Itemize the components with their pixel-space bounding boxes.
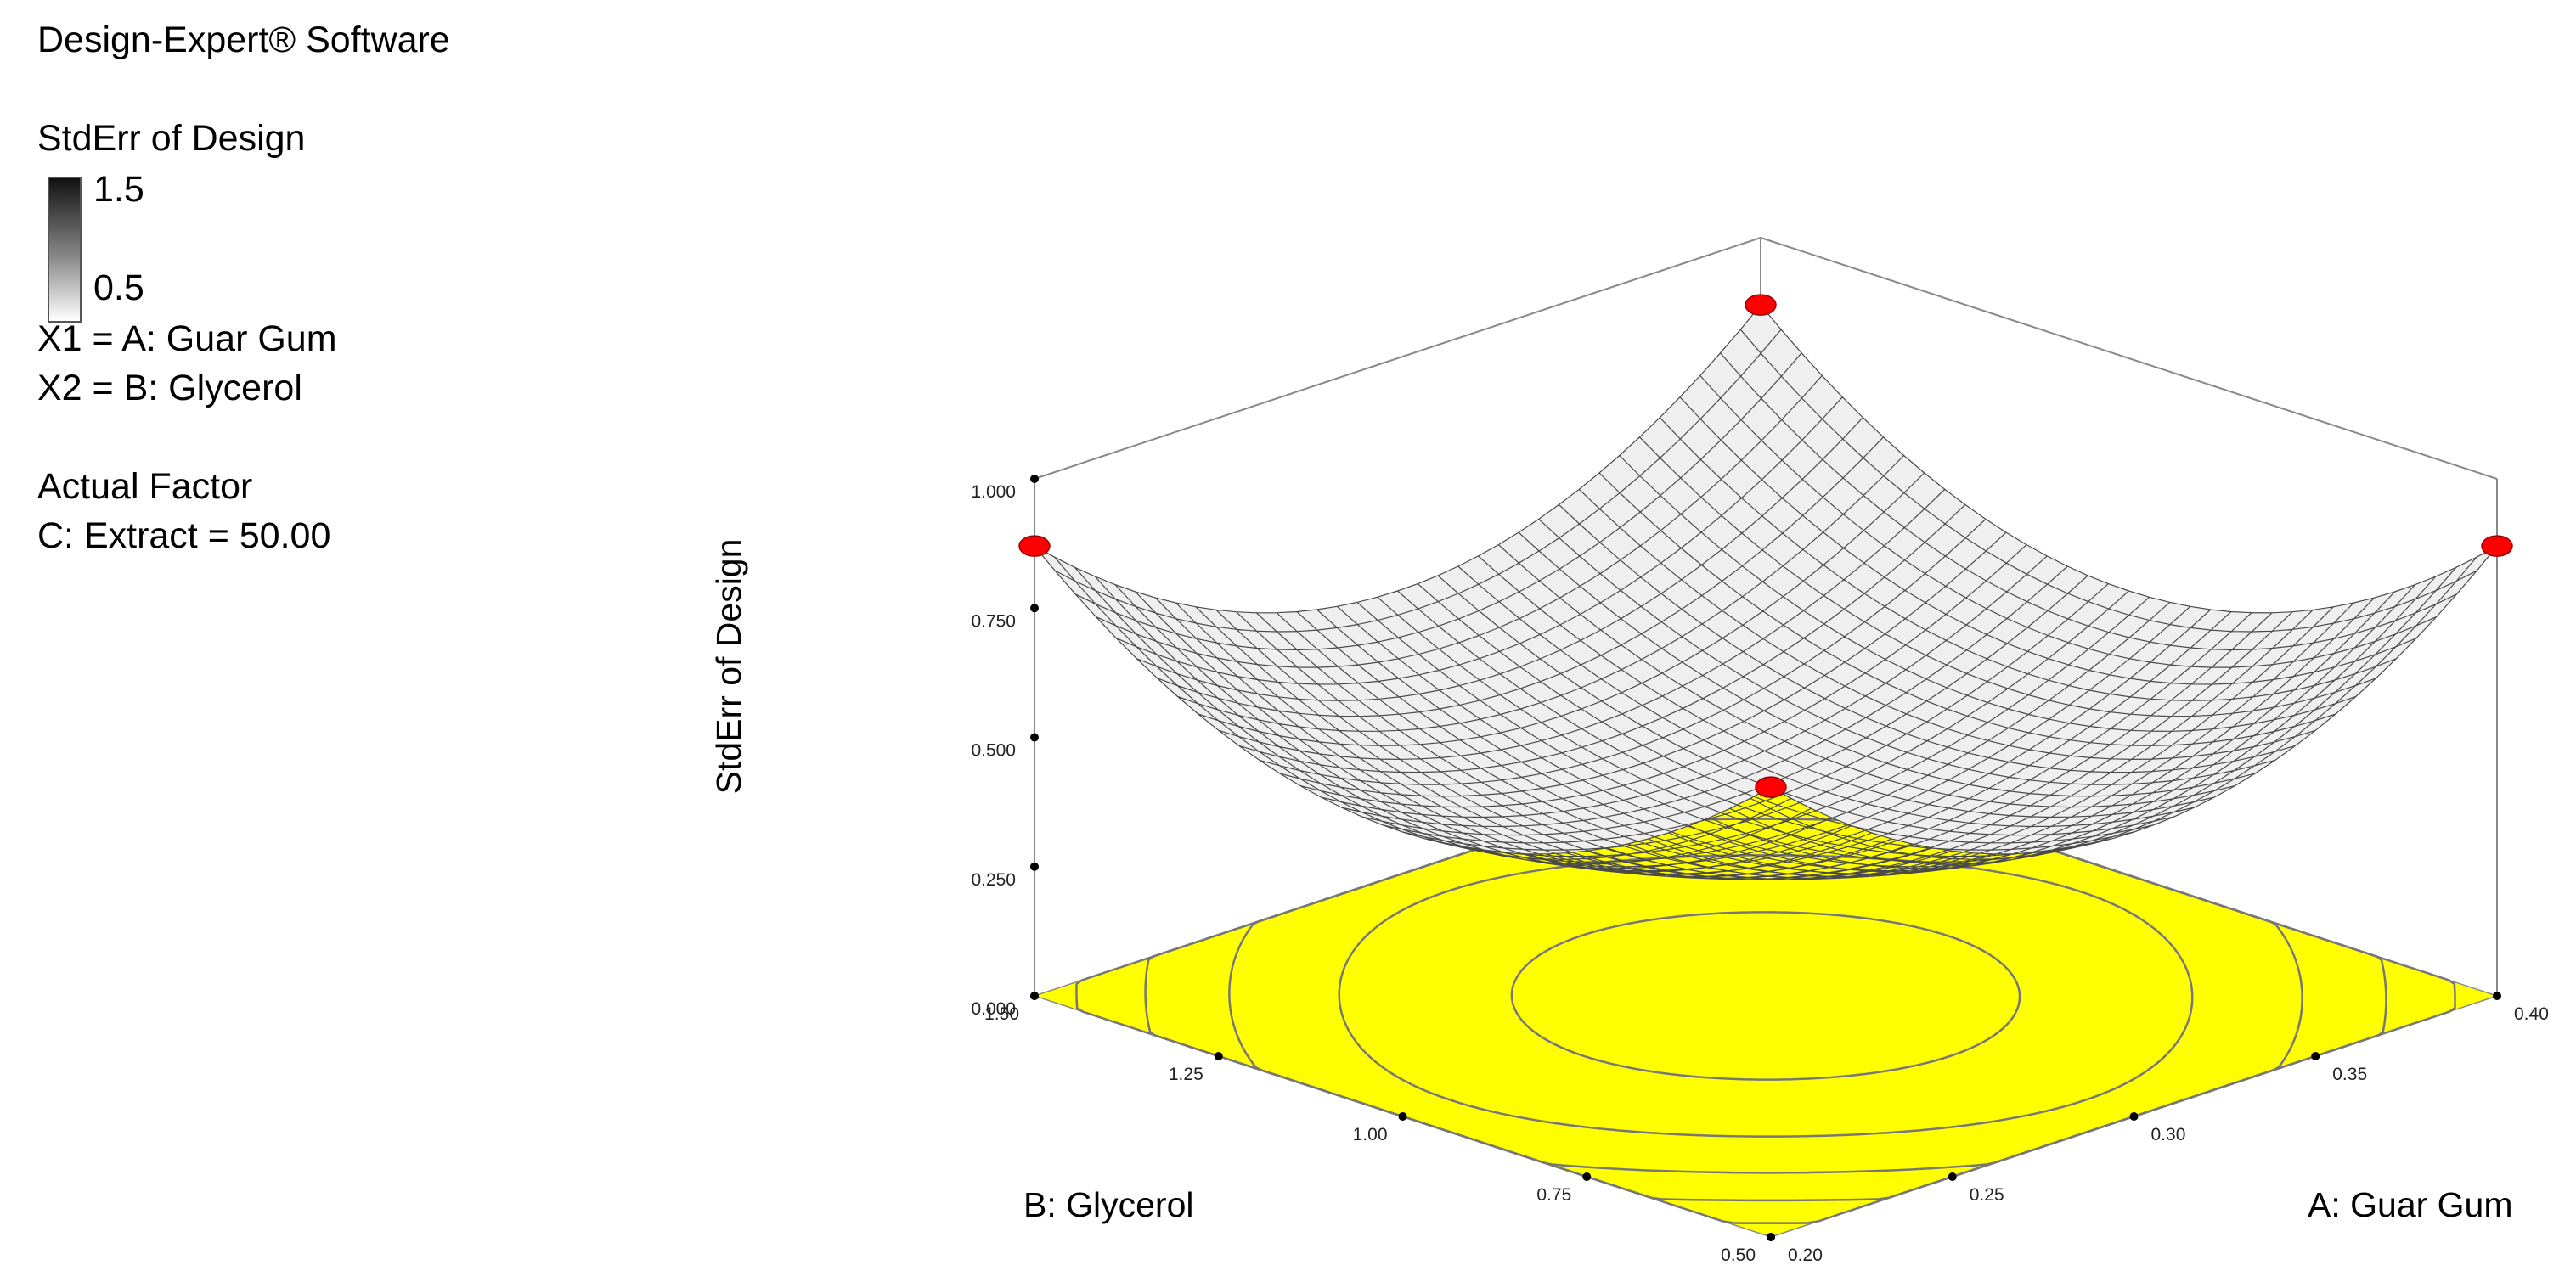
- tick-labels: 0.20 0.25 0.30 0.35 0.40 0.50 0.75 1.00 1.25 1.50…: [971, 475, 2549, 1265]
- legend-max-label: 1.5: [93, 169, 144, 210]
- y-tick-label-4: 1.50: [984, 1004, 1019, 1024]
- z-tick-label-0: 0.000: [971, 999, 1016, 1019]
- design-points: [1018, 294, 2513, 798]
- y-tick-label-2: 1.00: [1353, 1125, 1388, 1144]
- z-tick-label-2: 0.500: [971, 741, 1016, 761]
- z-tick-label-1: 0.250: [971, 870, 1016, 890]
- legend-min-label: 0.5: [93, 267, 144, 308]
- x-tick-label-1: 0.25: [1970, 1185, 2004, 1205]
- surface-mesh: [1034, 304, 2498, 880]
- factor-x1: X1 = A: Guar Gum: [37, 318, 337, 359]
- y-tick-mark-0: [1767, 1233, 1775, 1241]
- design-point-0: [1018, 535, 1051, 557]
- y-tick-mark-1: [1582, 1172, 1592, 1181]
- x-tick-mark-1: [1948, 1172, 1957, 1181]
- z-axis-label: StdErr of Design: [709, 539, 748, 795]
- y-tick-mark-3: [1214, 1052, 1223, 1060]
- legend-gradient-bar: [48, 177, 82, 323]
- factor-x2: X2 = B: Glycerol: [37, 368, 302, 408]
- y-axis-label: B: Glycerol: [1023, 1185, 1194, 1224]
- design-point-1: [1745, 294, 1777, 316]
- actual-factor-title: Actual Factor: [37, 466, 253, 507]
- x-tick-mark-3: [2311, 1052, 2320, 1060]
- frame-top-left: [1034, 237, 1761, 480]
- design-point-2: [2481, 535, 2513, 557]
- response-label: StdErr of Design: [37, 118, 306, 159]
- x-tick-mark-4: [2493, 992, 2501, 1000]
- x-axis-label: A: Guar Gum: [2308, 1185, 2513, 1224]
- y-tick-label-3: 1.25: [1169, 1065, 1203, 1084]
- contour-line-1: [1338, 854, 2194, 1138]
- z-tick-mark-0: [1030, 992, 1039, 1000]
- x-tick-label-0: 0.20: [1788, 1245, 1823, 1265]
- z-tick-mark-2: [1030, 733, 1039, 742]
- info-panel: Design-Expert® Software StdErr of Design…: [37, 15, 450, 560]
- y-tick-mark-2: [1398, 1112, 1407, 1121]
- frame-top-right: [1760, 237, 2498, 480]
- z-tick-label-3: 0.750: [971, 611, 1016, 631]
- x-tick-mark-2: [2129, 1112, 2139, 1121]
- z-tick-mark-4: [1030, 475, 1039, 483]
- x-tick-label-3: 0.35: [2332, 1065, 2367, 1084]
- color-legend: 1.5 0.5: [37, 163, 450, 323]
- z-tick-mark-3: [1030, 604, 1039, 613]
- x-tick-label-4: 0.40: [2514, 1004, 2549, 1024]
- z-tick-mark-1: [1030, 862, 1039, 871]
- response-surface: [1034, 304, 2498, 880]
- actual-factor-value: C: Extract = 50.00: [37, 515, 331, 556]
- x-tick-label-2: 0.30: [2151, 1125, 2186, 1144]
- contour-line-0: [1510, 911, 2021, 1081]
- software-title: Design-Expert® Software: [37, 20, 450, 60]
- y-tick-label-1: 0.75: [1536, 1185, 1571, 1205]
- y-tick-label-0: 0.50: [1721, 1245, 1756, 1265]
- design-point-3: [1755, 776, 1787, 798]
- z-tick-label-4: 1.000: [971, 482, 1016, 502]
